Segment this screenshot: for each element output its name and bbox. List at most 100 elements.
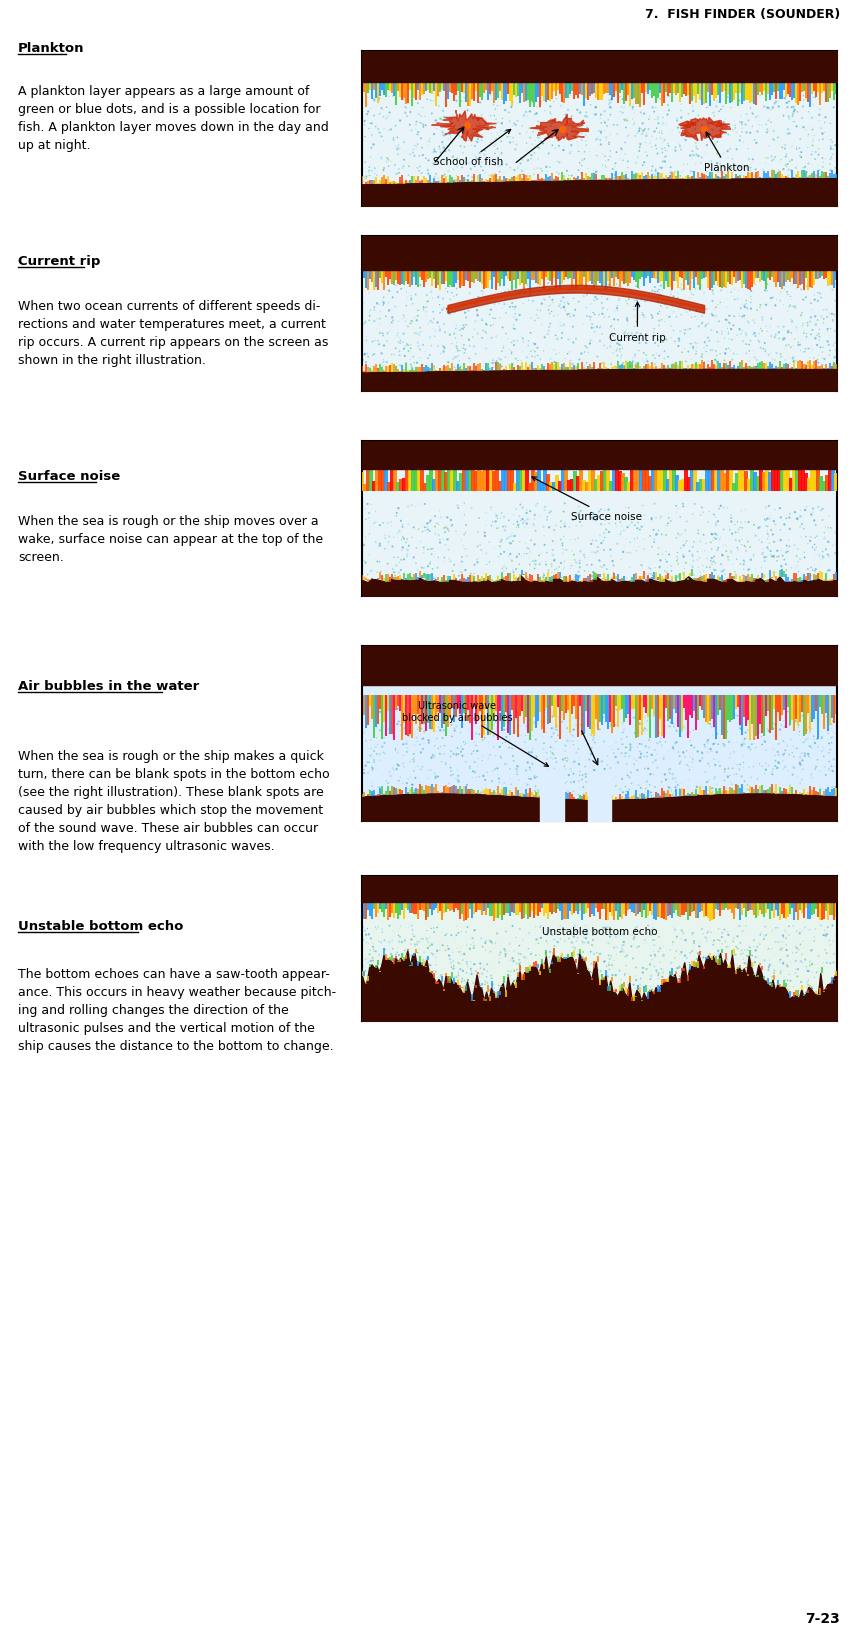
Point xyxy=(370,982,384,1008)
Point xyxy=(368,162,381,188)
Point xyxy=(390,757,404,783)
Point xyxy=(578,723,592,749)
Point xyxy=(392,695,405,721)
Point xyxy=(684,572,698,598)
Bar xyxy=(509,365,511,370)
Point xyxy=(506,528,520,554)
Point xyxy=(542,141,556,167)
Bar xyxy=(715,365,717,369)
Point xyxy=(392,977,406,1003)
Point xyxy=(409,933,422,959)
Point xyxy=(448,177,462,203)
Point xyxy=(575,711,588,738)
Point xyxy=(626,349,640,375)
Bar xyxy=(431,972,433,974)
Point xyxy=(636,152,650,179)
Point xyxy=(717,495,731,521)
Point xyxy=(510,544,523,570)
Bar xyxy=(737,787,740,795)
Point xyxy=(749,965,763,992)
Point xyxy=(765,964,779,990)
Point xyxy=(794,367,808,393)
Bar xyxy=(613,177,616,180)
Point xyxy=(587,728,600,754)
Point xyxy=(789,295,803,321)
Point xyxy=(520,138,534,164)
Point xyxy=(405,913,419,939)
Point xyxy=(693,564,706,590)
Point xyxy=(775,562,789,588)
Bar xyxy=(511,84,513,108)
Point xyxy=(516,792,530,818)
Point xyxy=(388,152,402,179)
Bar xyxy=(731,84,733,103)
Point xyxy=(793,751,806,777)
Point xyxy=(740,323,753,349)
Point xyxy=(438,516,451,543)
Point xyxy=(369,939,382,965)
Point xyxy=(590,567,604,593)
Point xyxy=(816,339,829,365)
Bar xyxy=(721,172,723,179)
Point xyxy=(413,946,427,972)
Point xyxy=(415,952,428,978)
Point xyxy=(503,352,516,379)
Point xyxy=(529,547,543,574)
Point xyxy=(401,315,415,341)
Point xyxy=(610,934,623,960)
Point xyxy=(758,729,772,756)
Point xyxy=(618,962,632,988)
Point xyxy=(815,724,828,751)
Point xyxy=(463,115,477,141)
Point xyxy=(610,293,624,320)
Point xyxy=(507,749,521,775)
Point xyxy=(475,369,488,395)
Point xyxy=(450,923,463,949)
Point xyxy=(750,982,764,1008)
Point xyxy=(593,498,606,524)
Point xyxy=(588,919,602,946)
Point xyxy=(425,933,439,959)
Point xyxy=(816,346,829,372)
Point xyxy=(711,731,725,757)
Point xyxy=(713,524,727,551)
Point xyxy=(791,764,805,790)
Point xyxy=(791,508,805,534)
Point xyxy=(781,164,795,190)
Point xyxy=(581,956,595,982)
Bar xyxy=(585,174,587,180)
Point xyxy=(784,969,798,995)
Point xyxy=(623,744,637,770)
Point xyxy=(498,751,511,777)
Bar xyxy=(555,177,557,182)
Point xyxy=(775,538,788,564)
Point xyxy=(804,564,817,590)
Point xyxy=(820,951,834,977)
Point xyxy=(416,295,430,321)
Point xyxy=(412,944,426,970)
Point xyxy=(557,313,570,339)
Point xyxy=(793,931,807,957)
Bar xyxy=(575,84,577,97)
Bar xyxy=(699,787,701,797)
Point xyxy=(768,957,781,983)
Point xyxy=(633,139,646,166)
Point xyxy=(746,952,760,978)
Point xyxy=(561,356,575,382)
Point xyxy=(790,918,804,944)
Point xyxy=(633,731,646,757)
Point xyxy=(524,339,538,365)
Point xyxy=(627,972,640,998)
Bar xyxy=(633,995,635,1001)
Point xyxy=(658,513,672,539)
Bar xyxy=(403,182,405,185)
Point xyxy=(728,528,742,554)
Point xyxy=(634,100,647,126)
Point xyxy=(372,929,386,956)
Bar xyxy=(591,795,593,800)
Point xyxy=(657,959,670,985)
Bar xyxy=(383,177,386,185)
Point xyxy=(547,549,561,575)
Point xyxy=(747,928,761,954)
Bar xyxy=(381,903,383,913)
